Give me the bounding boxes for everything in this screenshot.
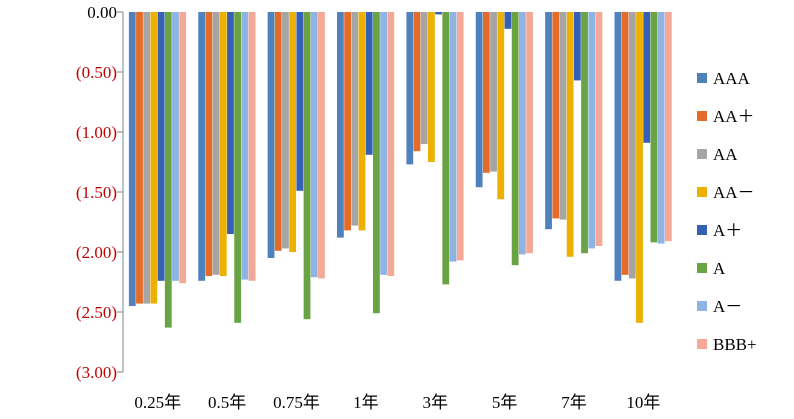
x-tick-label: 3年 [422, 393, 448, 412]
bar-AA-7年 [559, 12, 567, 220]
bar-AA-10年 [628, 12, 636, 279]
bar-AA－-7年 [566, 12, 574, 257]
bar-AA-5年 [490, 12, 497, 172]
y-tick-label: (1.00) [76, 123, 117, 142]
legend-swatch [697, 73, 707, 83]
bar-A-0.5年 [234, 12, 242, 323]
bar-AAA-7年 [545, 12, 552, 230]
x-tick-label: 10年 [626, 393, 660, 412]
legend-swatch [697, 339, 707, 349]
x-tick-label: 0.25年 [134, 393, 181, 412]
bar-AA－-3年 [427, 12, 435, 162]
bars [128, 12, 672, 328]
bar-AA＋-0.75年 [274, 12, 282, 251]
bar-AAA-0.5年 [198, 12, 206, 281]
bar-AA－-5年 [497, 12, 505, 200]
bar-BBB+-0.75年 [318, 12, 325, 279]
bar-AA＋-0.5年 [205, 12, 213, 276]
legend-swatch [697, 149, 707, 159]
legend-label: AA－ [713, 183, 755, 202]
bar-AAA-0.25年 [128, 12, 136, 306]
bar-AAA-10年 [614, 12, 622, 281]
bar-BBB+-10年 [664, 12, 672, 242]
bar-A＋-10年 [643, 12, 651, 143]
bar-BBB+-1年 [387, 12, 395, 276]
bar-A－-0.25年 [172, 12, 179, 281]
x-tick-label: 7年 [561, 393, 587, 412]
bar-A＋-5年 [504, 12, 512, 29]
bar-A－-0.75年 [310, 12, 318, 278]
bar-BBB+-0.25年 [179, 12, 187, 284]
bar-A-7年 [581, 12, 588, 254]
bar-AA＋-5年 [482, 12, 490, 173]
bar-AA＋-1年 [344, 12, 352, 231]
bar-A-5年 [511, 12, 519, 266]
bar-A-0.75年 [303, 12, 311, 320]
bar-AAA-5年 [475, 12, 483, 188]
legend-swatch [697, 263, 707, 273]
bar-AA＋-10年 [621, 12, 629, 275]
bar-A－-10年 [657, 12, 665, 244]
bar-BBB+-7年 [595, 12, 603, 246]
bar-A－-1年 [380, 12, 388, 275]
y-tick-label: (2.00) [76, 243, 117, 262]
bar-AA-1年 [351, 12, 359, 226]
legend-label: A－ [713, 297, 742, 316]
x-tick-label: 0.75年 [273, 393, 320, 412]
bar-A＋-0.25年 [157, 12, 165, 281]
bar-AAA-1年 [337, 12, 344, 238]
axes: 0.00 (0.50) (1.00) (1.50) (2.00) (2.50) (3.00)… [76, 3, 660, 412]
legend-label: BBB+ [713, 335, 757, 354]
x-tick-label: 1年 [353, 393, 379, 412]
bar-BBB+-3年 [456, 12, 464, 261]
bar-A－-3年 [449, 12, 457, 262]
legend-label: A＋ [713, 221, 742, 240]
legend-label: AA [713, 145, 738, 164]
bar-AA-0.5年 [212, 12, 220, 275]
legend-label: AA＋ [713, 107, 755, 126]
y-tick-label: (0.50) [76, 63, 117, 82]
bar-A-0.25年 [164, 12, 172, 328]
y-tick-label: 0.00 [87, 3, 117, 22]
bar-A－-7年 [588, 12, 596, 249]
bar-AA－-0.75年 [289, 12, 297, 252]
bar-A－-5年 [518, 12, 526, 255]
bar-A-10年 [650, 12, 658, 243]
legend-label: A [713, 259, 726, 278]
y-tick-label: (1.50) [76, 183, 117, 202]
x-tick-label: 5年 [492, 393, 518, 412]
bar-AA＋-0.25年 [136, 12, 143, 304]
bar-A＋-7年 [573, 12, 581, 81]
bar-AA－-1年 [358, 12, 366, 231]
bar-A＋-0.75年 [296, 12, 304, 191]
legend-swatch [697, 187, 707, 197]
bar-AA－-0.5年 [219, 12, 227, 276]
bar-A＋-1年 [365, 12, 373, 155]
bar-BBB+-5年 [526, 12, 533, 254]
bar-AA－-0.25年 [150, 12, 158, 304]
legend-swatch [697, 301, 707, 311]
legend-label: AAA [713, 69, 751, 88]
bar-AA＋-3年 [413, 12, 421, 152]
bar-A-3年 [442, 12, 450, 285]
bar-AA－-10年 [636, 12, 643, 323]
legend-swatch [697, 225, 707, 235]
bar-AA＋-7年 [552, 12, 560, 219]
bar-A＋-0.5年 [227, 12, 234, 234]
bar-AAA-3年 [406, 12, 414, 165]
bar-AAA-0.75年 [267, 12, 275, 258]
bar-BBB+-0.5年 [248, 12, 256, 281]
legend-swatch [697, 111, 707, 121]
bar-AA-0.25年 [143, 12, 151, 304]
y-tick-label: (3.00) [76, 363, 117, 382]
bar-AA-3年 [420, 12, 428, 144]
bar-A＋-3年 [435, 12, 442, 15]
y-tick-label: (2.50) [76, 303, 117, 322]
bar-A－-0.5年 [241, 12, 249, 280]
x-tick-label: 0.5年 [208, 393, 246, 412]
bar-AA-0.75年 [282, 12, 289, 249]
bar-A-1年 [373, 12, 380, 314]
